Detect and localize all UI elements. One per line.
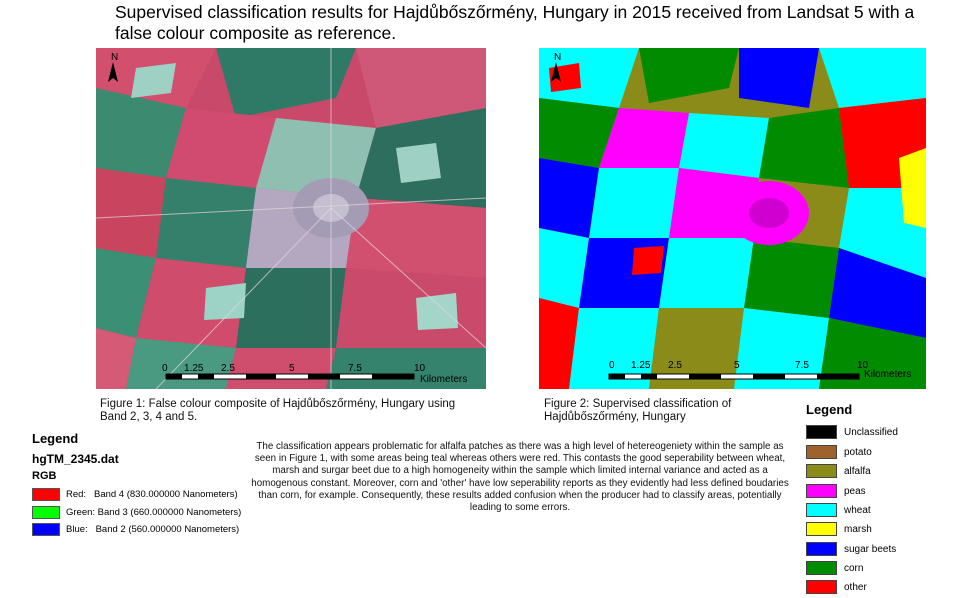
legend-class-alfalfa: alfalfa bbox=[806, 463, 871, 479]
class-label: potato bbox=[844, 446, 872, 458]
scale-tick: 5 bbox=[289, 363, 295, 374]
class-label: wheat bbox=[844, 504, 871, 516]
class-label: sugar beets bbox=[844, 543, 897, 555]
legend-class-other: other bbox=[806, 579, 867, 595]
scale-labels-map1: 0 1.25 2.5 5 7.5 10 bbox=[162, 363, 462, 375]
scale-tick: 0 bbox=[609, 360, 615, 371]
scale-tick: 2.5 bbox=[668, 360, 682, 371]
class-swatch bbox=[806, 522, 837, 536]
class-swatch bbox=[806, 425, 837, 439]
legend-band-blue: Blue: Band 2 (560.000000 Nanometers) bbox=[32, 522, 239, 536]
red-swatch bbox=[32, 487, 60, 501]
north-label: N bbox=[554, 52, 562, 63]
blue-swatch bbox=[32, 522, 60, 536]
class-swatch bbox=[806, 561, 837, 575]
band-label: Blue: Band 2 (560.000000 Nanometers) bbox=[66, 523, 240, 535]
scale-tick: 7.5 bbox=[795, 360, 809, 371]
legend-class-marsh: marsh bbox=[806, 521, 872, 537]
class-swatch bbox=[806, 542, 837, 556]
scale-tick: 10 bbox=[414, 363, 426, 374]
class-swatch bbox=[806, 445, 837, 459]
band-label: Green: Band 3 (660.000000 Nanometers) bbox=[66, 506, 242, 518]
legend-file-name: hgTM_2345.dat bbox=[32, 452, 119, 466]
scale-unit: Kilometers bbox=[864, 369, 912, 380]
supervised-classification-image bbox=[539, 48, 926, 389]
scale-tick: 7.5 bbox=[348, 363, 362, 374]
class-label: other bbox=[844, 581, 867, 593]
legend-class-potato: potato bbox=[806, 444, 872, 460]
scale-tick: 0 bbox=[162, 363, 168, 374]
scale-unit: Kilometers bbox=[420, 374, 468, 385]
legend-band-green: Green: Band 3 (660.000000 Nanometers) bbox=[32, 505, 241, 519]
band-label: Red: Band 4 (830.000000 Nanometers) bbox=[66, 488, 238, 500]
green-swatch bbox=[32, 505, 60, 519]
page-title: Supervised classification results for Ha… bbox=[115, 2, 915, 43]
figure-2-caption: Figure 2: Supervised classification of H… bbox=[544, 398, 732, 423]
scale-bar bbox=[165, 373, 415, 380]
scale-labels-map2: 0 1.25 2.5 5 7.5 10 bbox=[609, 360, 909, 372]
classification-legend-title: Legend bbox=[806, 402, 853, 417]
north-label: N bbox=[111, 52, 119, 63]
class-label: corn bbox=[844, 562, 864, 574]
scale-tick: 1.25 bbox=[631, 360, 651, 371]
legend-class-unclassified: Unclassified bbox=[806, 424, 898, 440]
north-arrow-icon bbox=[551, 62, 561, 82]
class-swatch bbox=[806, 580, 837, 594]
class-label: marsh bbox=[844, 523, 872, 535]
scale-tick: 1.25 bbox=[184, 363, 204, 374]
class-label: alfalfa bbox=[844, 465, 871, 477]
class-label: Unclassified bbox=[844, 426, 898, 438]
discussion-paragraph: The classification appears problematic f… bbox=[251, 441, 789, 514]
legend-rgb-label: RGB bbox=[32, 470, 57, 482]
north-arrow-icon bbox=[108, 62, 118, 82]
figure-1-caption: Figure 1: False colour composite of Hajd… bbox=[100, 398, 456, 423]
legend-class-sugar-beets: sugar beets bbox=[806, 541, 896, 557]
class-swatch bbox=[806, 464, 837, 478]
class-label: peas bbox=[844, 485, 866, 497]
class-swatch bbox=[806, 484, 837, 498]
legend-band-red: Red: Band 4 (830.000000 Nanometers) bbox=[32, 487, 238, 501]
legend-title: Legend bbox=[32, 431, 79, 446]
legend-class-corn: corn bbox=[806, 560, 863, 576]
class-swatch bbox=[806, 503, 837, 517]
scale-tick: 10 bbox=[857, 360, 869, 371]
scale-tick: 5 bbox=[734, 360, 740, 371]
false-colour-composite-image bbox=[96, 48, 486, 389]
legend-class-wheat: wheat bbox=[806, 502, 871, 518]
legend-class-peas: peas bbox=[806, 483, 866, 499]
scale-tick: 2.5 bbox=[221, 363, 235, 374]
scale-bar bbox=[608, 373, 860, 380]
